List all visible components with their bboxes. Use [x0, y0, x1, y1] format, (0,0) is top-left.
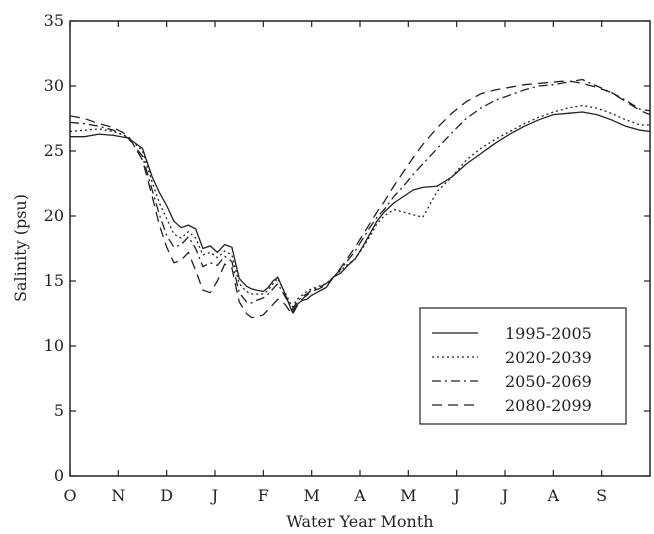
x-tick-label: A [547, 486, 560, 505]
y-tick-label: 0 [54, 466, 64, 485]
x-tick-label: J [451, 486, 459, 505]
y-tick-label: 25 [44, 141, 64, 160]
legend-items: 1995-2005 2020-2039 2050-2069 2080-2099 [432, 324, 592, 415]
y-axis-title: Salinity (psu) [11, 194, 30, 302]
x-tick-label: S [596, 486, 607, 505]
series-lines [69, 78, 651, 319]
x-axis-title: Water Year Month [286, 512, 433, 531]
series-line-2050-2069 [69, 78, 651, 311]
y-axis: 0 5 10 15 20 25 30 35 [44, 11, 650, 485]
legend-label-2080-2099: 2080-2099 [505, 396, 592, 415]
x-tick-label: A [353, 486, 366, 505]
legend-label-2020-2039: 2020-2039 [505, 348, 592, 367]
series-line-2080-2099 [69, 80, 651, 319]
series-line-1995-2005 [70, 111, 651, 313]
y-tick-label: 30 [44, 76, 64, 95]
y-tick-label: 5 [54, 401, 64, 420]
x-tick-label: F [258, 486, 269, 505]
x-tick-label: M [400, 486, 416, 505]
legend-label-1995-2005: 1995-2005 [505, 324, 592, 343]
y-tick-label: 20 [44, 206, 64, 225]
x-tick-label: D [160, 486, 173, 505]
x-tick-label: O [63, 486, 76, 505]
x-tick-label: J [210, 486, 218, 505]
x-tick-label: N [111, 486, 125, 505]
series-line-2020-2039 [69, 104, 650, 308]
y-tick-label: 35 [44, 11, 64, 30]
x-tick-label: M [303, 486, 319, 505]
legend: 1995-2005 2020-2039 2050-2069 2080-2099 [419, 307, 627, 425]
legend-label-2050-2069: 2050-2069 [505, 372, 592, 391]
y-tick-label: 15 [44, 271, 64, 290]
x-tick-label: J [500, 486, 508, 505]
y-tick-label: 10 [44, 336, 64, 355]
